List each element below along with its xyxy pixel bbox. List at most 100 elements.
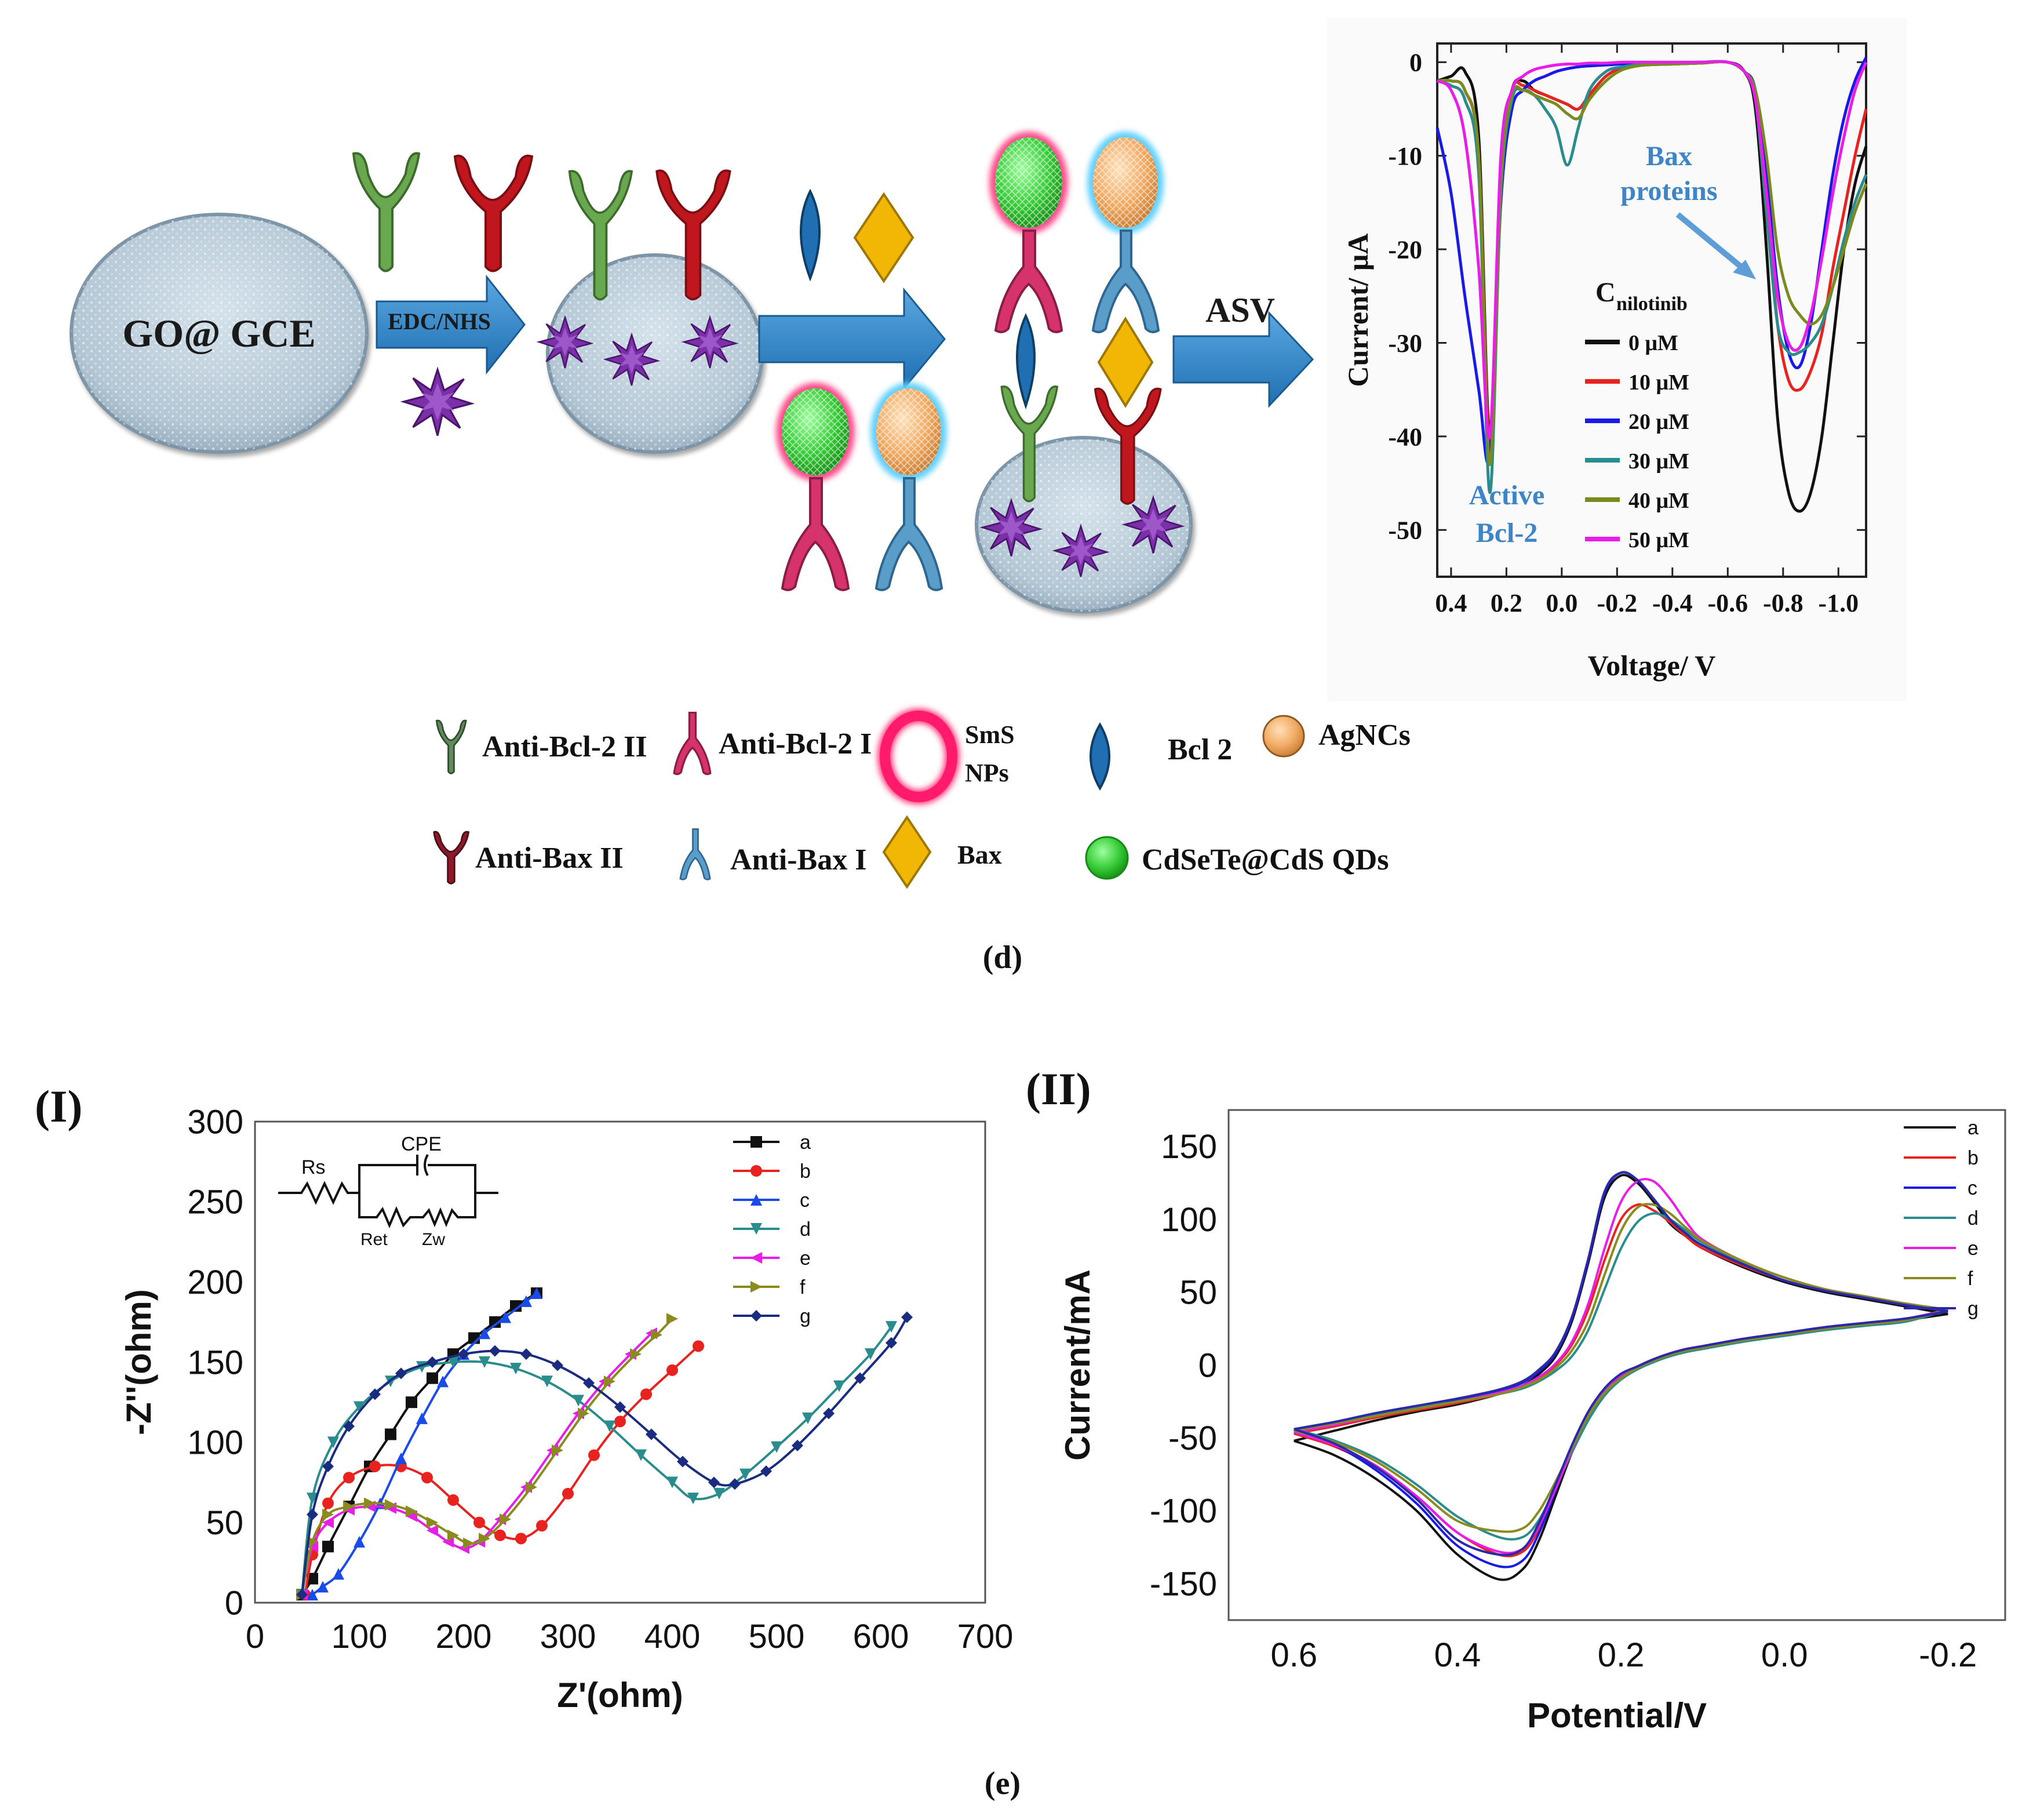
x-axis-label: Potential/V (1527, 1696, 1707, 1735)
data-point (604, 1420, 615, 1432)
x-tick-label: 0.0 (1546, 589, 1577, 617)
data-point (750, 1310, 762, 1322)
legend-agncs: AgNCs (1318, 719, 1411, 752)
data-point (416, 1412, 428, 1424)
y-tick-label: -10 (1388, 142, 1422, 170)
data-point (322, 1497, 334, 1509)
data-point (515, 1533, 527, 1545)
y-tick-label: -50 (1388, 516, 1422, 545)
data-point (500, 1311, 511, 1323)
assay-scheme: GO@ GCE EDC/NHS (70, 132, 1314, 613)
y-axis-label: Current/ μA (1342, 234, 1374, 387)
data-point (395, 1367, 407, 1380)
legend-entry: 50 μM (1628, 528, 1689, 552)
cv-forward-scan-c (1294, 1171, 1948, 1432)
legend-sms-nps-icon (877, 708, 960, 805)
data-point (307, 1493, 318, 1505)
x-tick-label: 600 (853, 1618, 909, 1655)
plot-frame (1436, 42, 1867, 578)
x-tick-label: 200 (436, 1618, 492, 1655)
bax-protein-icon (853, 192, 914, 283)
legend-entry: c (1968, 1177, 1977, 1199)
annotation-bcl2: Bcl-2 (1476, 518, 1538, 548)
anti-bax-ii-antibody (453, 154, 534, 272)
legend-bax: Bax (957, 840, 1002, 869)
cv-forward-scan-b (1294, 1203, 1948, 1435)
data-point (479, 1327, 490, 1340)
legend-entry: 40 μM (1628, 489, 1689, 513)
go-nanostar-icon (402, 369, 473, 437)
incubation-arrow (758, 287, 946, 391)
data-point (307, 1589, 318, 1601)
cv-reverse-scan-g (1294, 1310, 1948, 1556)
data-point (385, 1428, 396, 1440)
panel-label-i: (I) (35, 1081, 82, 1131)
data-point (307, 1508, 318, 1520)
data-point (500, 1513, 511, 1526)
bcl2-protein-icon (1016, 313, 1036, 410)
x-tick-label: -0.2 (1597, 589, 1637, 617)
x-tick-label: -0.4 (1652, 589, 1693, 617)
legend-entry: 10 μM (1628, 370, 1689, 395)
y-tick-label: 0 (1409, 49, 1422, 77)
annotation-arrowhead (1733, 260, 1756, 279)
equivalent-circuit (278, 1154, 498, 1229)
legend-qds: CdSeTe@CdS QDs (1142, 843, 1389, 876)
caption-e: (e) (985, 1766, 1021, 1802)
cv-forward-scan-e (1294, 1178, 1948, 1433)
y-tick-label: 0 (225, 1584, 243, 1622)
data-point (588, 1449, 600, 1461)
data-point (427, 1524, 438, 1537)
data-point (750, 1281, 762, 1293)
asv-arrow (1172, 311, 1314, 408)
data-point (427, 1516, 438, 1529)
y-tick-label: -20 (1388, 235, 1422, 264)
data-point (666, 1364, 678, 1376)
y-tick-label: 150 (1161, 1128, 1217, 1166)
cv-reverse-scan-c (1294, 1310, 1948, 1568)
x-tick-label: 400 (644, 1618, 701, 1655)
data-point (562, 1487, 574, 1500)
legend-entry: 0 μM (1628, 331, 1678, 355)
data-point (901, 1311, 913, 1323)
legend-entry: c (800, 1189, 810, 1211)
x-tick-label: 700 (957, 1618, 1014, 1655)
edc-nhs-label: EDC/NHS (388, 308, 491, 334)
legend-entry: a (1968, 1117, 1979, 1139)
asv-label: ASV (1205, 291, 1275, 329)
asv-curve-50um (1436, 60, 1868, 440)
legend-entry: b (800, 1160, 811, 1182)
x-tick-label: 0.6 (1271, 1636, 1318, 1674)
data-point (343, 1501, 355, 1512)
data-point (479, 1356, 490, 1368)
x-tick-label: -1.0 (1818, 589, 1859, 617)
data-point (427, 1356, 438, 1368)
y-axis-label: -Z''(ohm) (119, 1289, 158, 1435)
legend-anti-bax-ii: Anti-Bax II (475, 842, 624, 875)
cv-forward-scan-d (1294, 1212, 1948, 1431)
legend-bcl2: Bcl 2 (1168, 733, 1232, 766)
circuit-ret: Ret (360, 1230, 388, 1249)
x-tick-label: 300 (540, 1618, 596, 1655)
legend-anti-bcl2-ii-icon (435, 719, 467, 774)
data-point (421, 1472, 433, 1484)
data-point (531, 1287, 542, 1300)
data-point (322, 1516, 334, 1529)
electrode-label: GO@ GCE (122, 311, 315, 355)
data-point (552, 1359, 563, 1371)
data-point (406, 1505, 417, 1517)
y-tick-label: -40 (1388, 423, 1422, 451)
nyquist-curve-e (301, 1332, 653, 1595)
data-point (520, 1295, 532, 1307)
circuit-rs: Rs (301, 1156, 326, 1178)
legend-anti-bax-ii-icon (433, 831, 470, 885)
data-point (693, 1340, 704, 1352)
annotation-bax: proteins (1620, 176, 1717, 206)
annotation-arrow (1675, 212, 1747, 272)
plot-frame (254, 1120, 986, 1604)
legend-sms-nps-line2: NPs (965, 759, 1009, 787)
anti-bax-ii-antibody (1094, 387, 1162, 505)
data-point (865, 1348, 876, 1360)
data-point (395, 1453, 407, 1464)
x-tick-label: 0.4 (1434, 1636, 1481, 1674)
